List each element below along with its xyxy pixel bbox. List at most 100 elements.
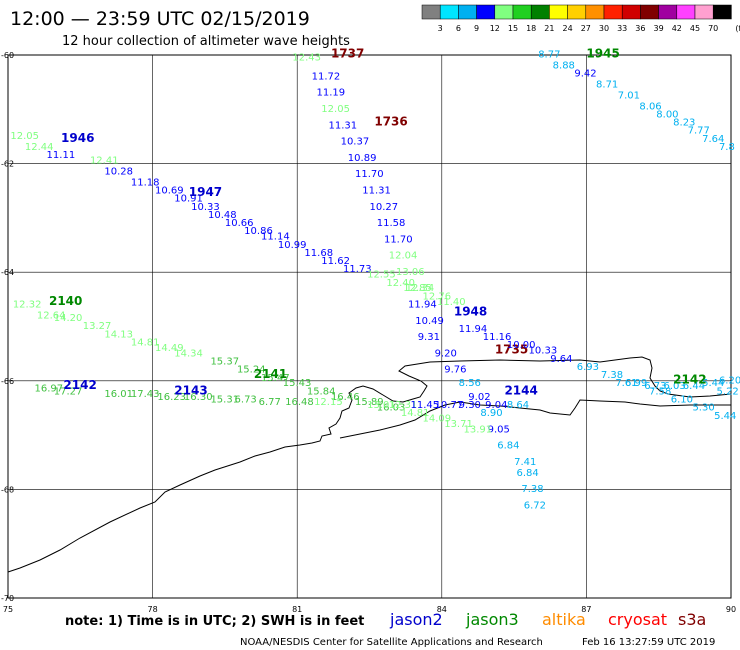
- footer-timestamp: Feb 16 13:27:59 UTC 2019: [582, 637, 715, 648]
- swh-value: 10.91: [174, 194, 203, 205]
- footer-credit: NOAA/NESDIS Center for Satellite Applica…: [240, 637, 543, 648]
- figure-title: 12:00 — 23:59 UTC 02/15/2019: [10, 8, 310, 30]
- swh-value: 10.66: [225, 218, 254, 229]
- altimeter-tracks: 12.43 11.72 11.19 12.05 11.31 10.37 10.89 11.70…: [10, 47, 740, 512]
- swh-value: 14.34: [174, 348, 203, 359]
- swh-value: 13.27: [83, 321, 112, 332]
- swh-value: 7.41: [514, 457, 536, 468]
- swh-value: 12.76: [423, 291, 452, 302]
- swh-value: 12.55: [367, 270, 396, 281]
- track-time-label: 2140: [49, 294, 82, 308]
- swh-value: 7.8: [719, 142, 735, 153]
- longitude-tick-label: 78: [148, 605, 158, 614]
- track: 1736: [374, 115, 407, 129]
- swh-value: 8.64: [507, 400, 529, 411]
- swh-value: 6.77: [259, 397, 281, 408]
- swh-value: 15.84: [307, 386, 336, 397]
- longitude-tick-label: 75: [3, 605, 13, 614]
- swh-value: 6.20: [719, 376, 740, 387]
- swh-value: 11.31: [329, 120, 358, 131]
- colorbar-label: 42: [672, 24, 682, 33]
- swh-value: 11.73: [343, 264, 372, 275]
- swh-value: 15.89: [355, 397, 384, 408]
- swh-value: 9.04: [485, 400, 507, 411]
- latitude-tick-label: -68: [1, 485, 14, 494]
- swh-value: 11.11: [47, 150, 76, 161]
- swh-value: 12.31: [389, 400, 418, 411]
- colorbar-label: 21: [544, 24, 554, 33]
- track-time-label: 2144: [504, 383, 537, 397]
- swh-value: 7.77: [688, 126, 710, 137]
- swh-value: 11.70: [384, 234, 413, 245]
- track: 1947: [189, 185, 222, 199]
- swh-value: 10.37: [341, 137, 370, 148]
- swh-value: 12.05: [10, 131, 39, 142]
- latitude-tick-label: -70: [1, 594, 14, 603]
- swh-value: 14.20: [54, 313, 83, 324]
- track-time-label: 1947: [189, 185, 222, 199]
- swh-value: 5.44: [714, 411, 736, 422]
- legend-s3a: s3a: [678, 610, 706, 629]
- swh-value: 9.05: [488, 424, 510, 435]
- colorbar-swatch: [512, 4, 532, 20]
- swh-value: 11.68: [304, 248, 333, 259]
- colorbar-label: 33: [617, 24, 627, 33]
- axis-labels: 75 78 81 84 87 90 -60 -62 -64 -66 -68 -70: [1, 51, 736, 614]
- swh-value: 8.90: [480, 408, 502, 419]
- swh-value: 13.01: [367, 400, 396, 411]
- colorbar-swatch: [640, 4, 659, 20]
- latitude-tick-label: -66: [1, 377, 14, 386]
- swh-value: 11.31: [362, 185, 391, 196]
- latitude-tick-label: -62: [1, 160, 14, 169]
- colorbar-swatch: [712, 4, 732, 20]
- swh-value: 6.84: [497, 441, 519, 452]
- swh-value: 17.43: [131, 389, 160, 400]
- swh-value: 8.77: [538, 50, 560, 61]
- swh-value: 11.16: [483, 332, 512, 343]
- swh-value: 16.23: [157, 392, 186, 403]
- footer-note: note: 1) Time is in UTC; 2) SWH is in fe…: [65, 614, 364, 629]
- track-time-label: 1945: [586, 47, 619, 61]
- legend-altika: altika: [542, 610, 586, 629]
- swh-value: 9.20: [435, 348, 457, 359]
- graticule: [7, 54, 732, 599]
- swh-value: 10.86: [244, 226, 273, 237]
- swh-value: 11.18: [131, 177, 160, 188]
- map-frame: [7, 54, 732, 599]
- swh-value: 13.06: [396, 267, 425, 278]
- longitude-tick-label: 87: [581, 605, 591, 614]
- swh-value: 15.24: [237, 365, 266, 376]
- colorbar-swatch: [530, 4, 550, 20]
- swh-value: 17.27: [54, 386, 83, 397]
- track: 2141: [254, 367, 287, 381]
- track-time-label: 2142: [63, 378, 96, 392]
- track: 9.319.209.768.569.028.909.056.847.416.84…: [418, 332, 546, 511]
- legend-jason3: jason3: [465, 610, 519, 629]
- swh-value: 7.38: [521, 484, 543, 495]
- colorbar-label: 6: [456, 24, 461, 33]
- longitude-tick-label: 90: [726, 605, 736, 614]
- swh-value: 5.22: [717, 386, 739, 397]
- swh-value: 7.01: [618, 90, 640, 101]
- colorbar-label: 30: [599, 24, 609, 33]
- swh-value: 9.76: [444, 365, 466, 376]
- swh-value: 6.99: [625, 378, 647, 389]
- colorbar-swatch: [439, 4, 459, 20]
- colorbar-swatch: [421, 4, 441, 20]
- swh-value: 6.44: [683, 381, 705, 392]
- colorbar-unit: (ft): [735, 24, 740, 33]
- swh-value: 10.89: [348, 153, 377, 164]
- swh-value: 7.64: [702, 134, 724, 145]
- colorbar-label: 36: [635, 24, 645, 33]
- colorbar-swatch: [476, 4, 496, 20]
- colorbar-label: 39: [654, 24, 664, 33]
- swh-value: 12.32: [13, 299, 42, 310]
- colorbar-label: 24: [563, 24, 573, 33]
- swh-value: 5.44: [702, 378, 724, 389]
- swh-value: 6.73: [644, 381, 666, 392]
- swh-value: 11.19: [316, 88, 345, 99]
